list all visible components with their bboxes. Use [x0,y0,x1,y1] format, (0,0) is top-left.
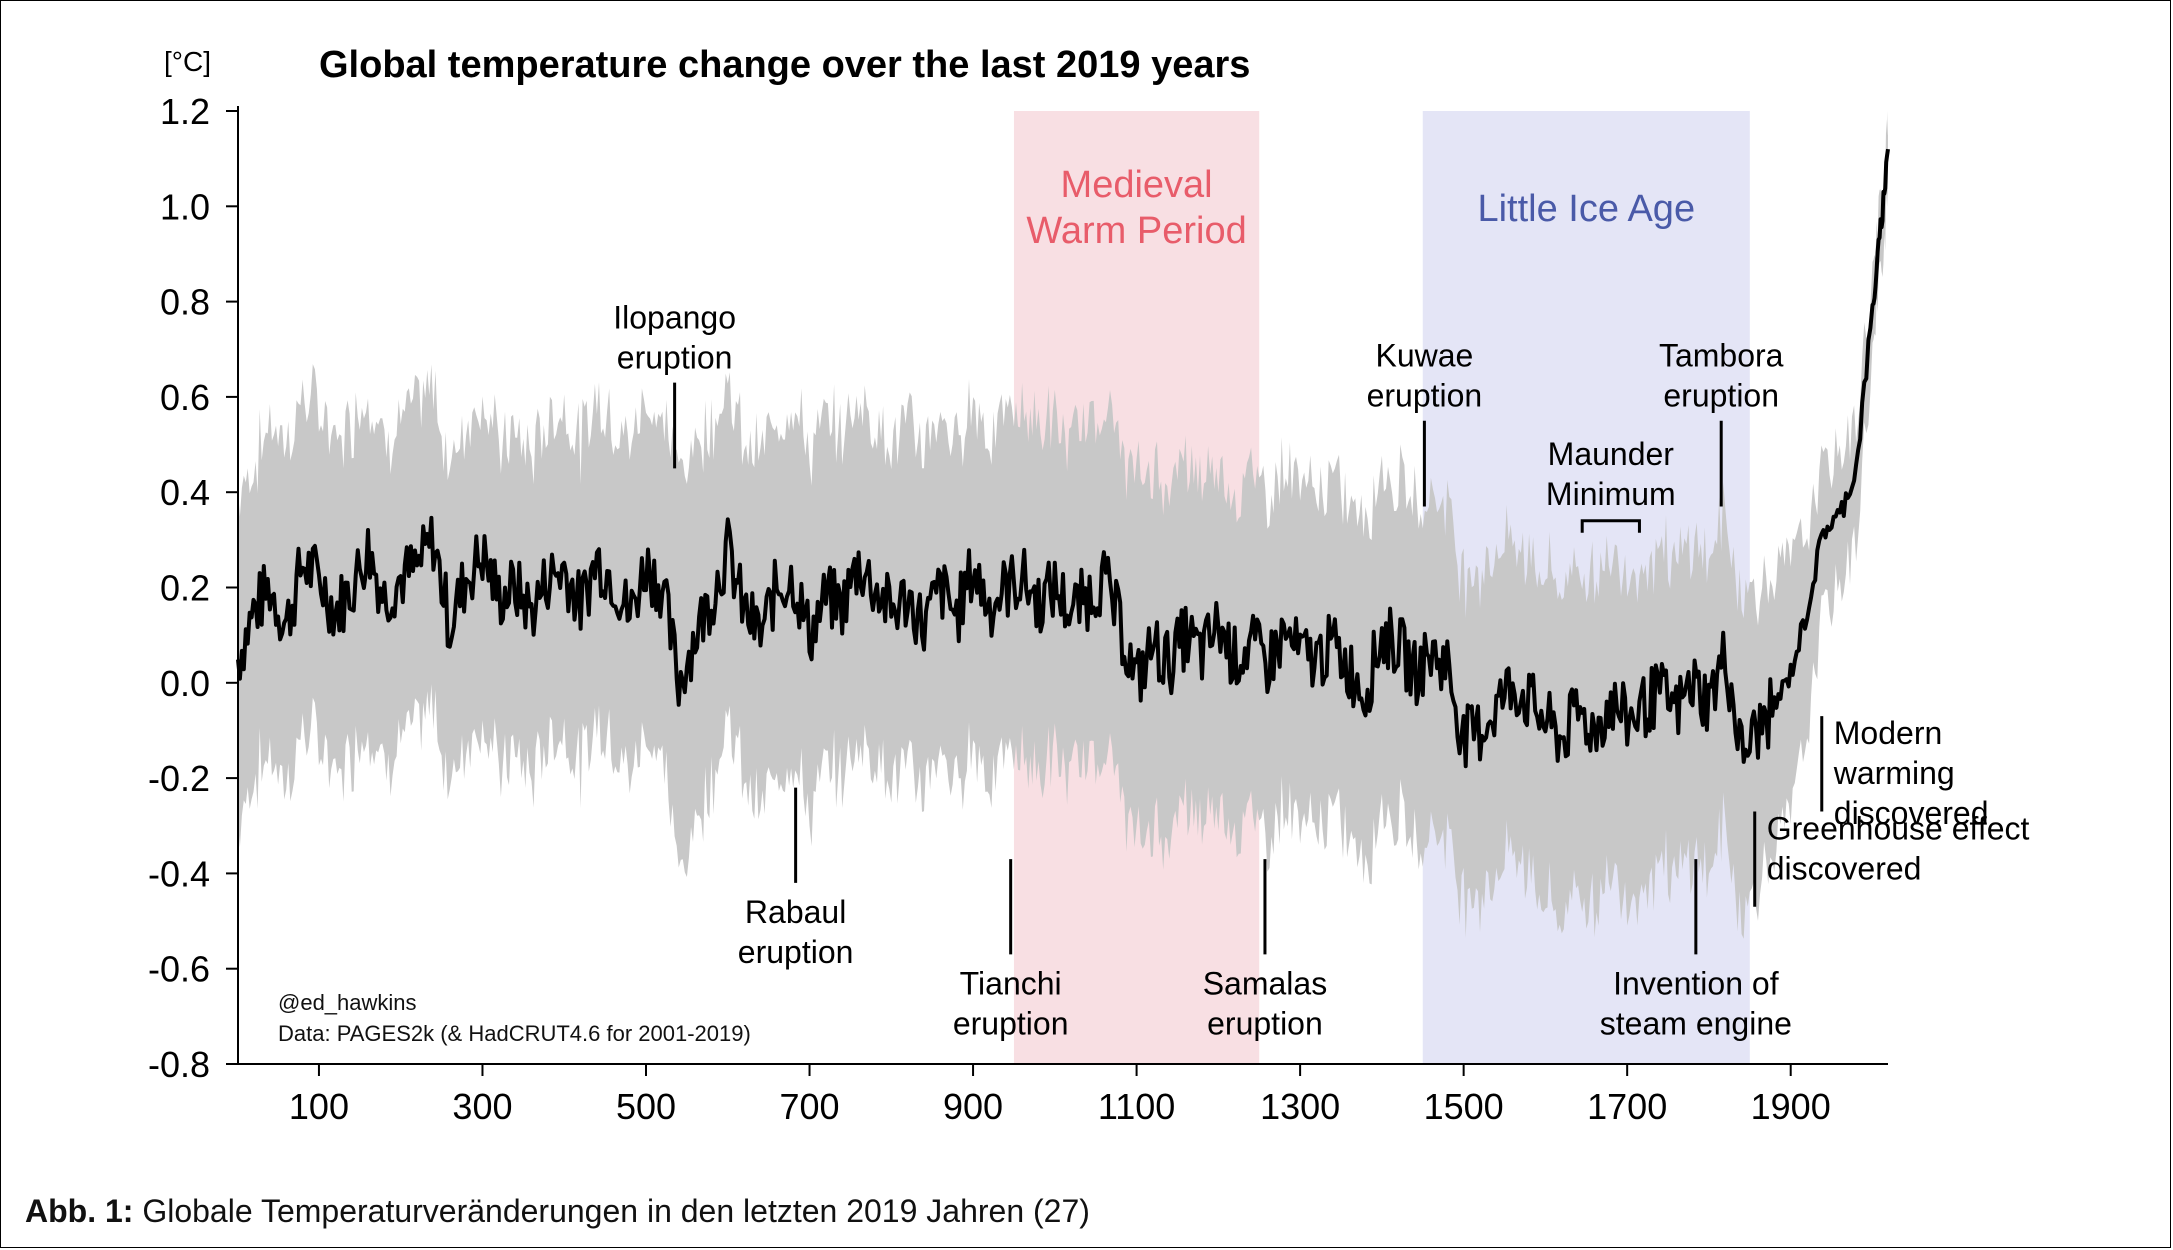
y-tick-label: -0.4 [148,853,210,894]
y-tick-label: 0.4 [160,472,210,513]
x-tick-label: 1100 [1098,1086,1175,1127]
x-tick-label: 500 [616,1086,676,1127]
x-tick-label: 1500 [1424,1086,1504,1127]
annotation-label-4: Kuwae eruption [1367,338,1483,414]
source-text: Data: PAGES2k (& HadCRUT4.6 for 2001-201… [278,1021,751,1046]
y-tick-label: 0.8 [160,282,210,323]
annotation-label-6: Maunder Minimum [1546,436,1676,512]
credit-text: @ed_hawkins [278,990,417,1015]
annotation-bracket-6 [1580,519,1641,533]
annotation-label-0: Ilopango eruption [613,300,736,376]
annotation-label-9: Modern warming discovered [1833,715,1989,831]
chart-title: Global temperature change over the last … [319,44,1250,86]
figure-caption: Abb. 1: Globale Temperaturveränderungen … [25,1193,1090,1230]
y-tick-label: -0.6 [148,949,210,990]
annotation-label-5: Tambora eruption [1659,338,1784,414]
x-tick-label: 1300 [1260,1086,1340,1127]
shaded-period-label-0: Medieval Warm Period [1026,164,1246,252]
annotation-label-8: Greenhouse effect discovered [1767,810,2030,886]
temperature-line [236,148,1890,769]
x-tick-label: 100 [289,1086,349,1127]
y-axis-label: [°C] [164,46,211,77]
annotation-label-1: Rabaul eruption [738,894,854,970]
shaded-period-label-1: Little Ice Age [1477,188,1695,230]
y-tick-label: -0.2 [148,758,210,799]
x-tick-label: 1700 [1587,1086,1667,1127]
caption-text: Globale Temperaturveränderungen in den l… [142,1193,1090,1229]
x-tick-label: 900 [943,1086,1003,1127]
y-tick-label: -0.8 [148,1044,210,1085]
y-tick-label: 0.2 [160,568,210,609]
y-tick-label: 1.0 [160,186,210,227]
y-tick-label: 0.6 [160,377,210,418]
y-tick-label: 0.0 [160,663,210,704]
x-tick-label: 700 [779,1086,839,1127]
annotation-label-3: Samalas eruption [1203,965,1328,1041]
caption-label: Abb. 1: [25,1193,134,1229]
x-tick-label: 1900 [1751,1086,1831,1127]
temperature-chart: Medieval Warm Period Little Ice Age 1.2 1.0… [148,44,2030,1127]
x-tick-label: 300 [452,1086,512,1127]
annotation-label-2: Tianchi eruption [953,965,1069,1041]
annotation-label-7: Invention of steam engine [1600,965,1792,1041]
y-tick-label: 1.2 [160,91,210,132]
